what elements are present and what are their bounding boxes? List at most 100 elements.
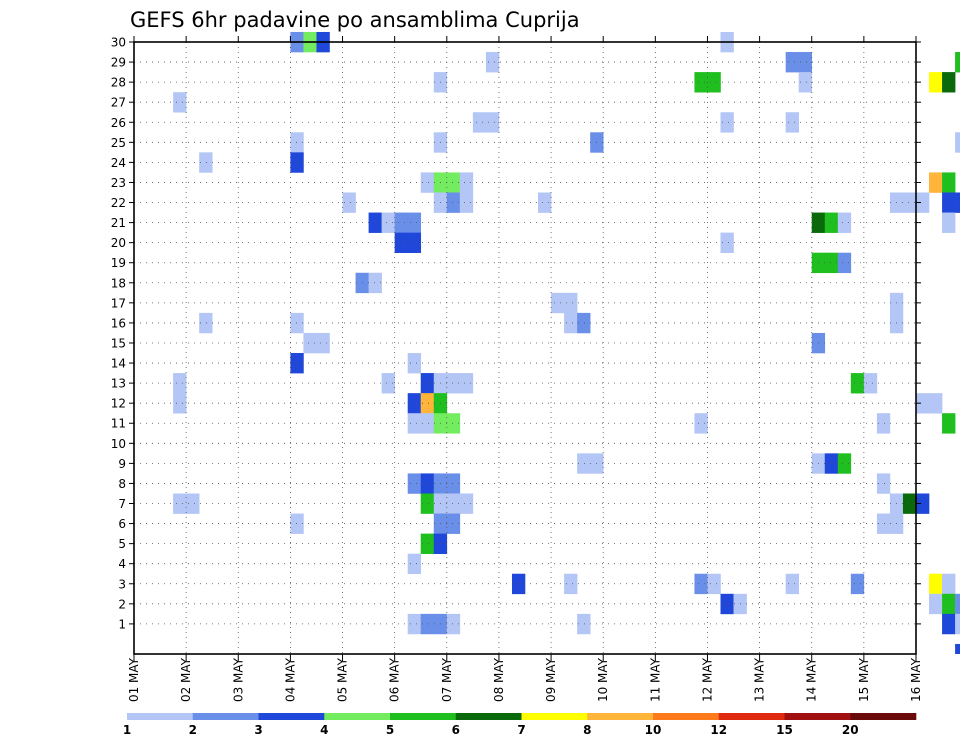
colorbar-label: 15	[776, 723, 793, 737]
heatmap-cell	[955, 132, 960, 153]
colorbar-label: 2	[189, 723, 197, 737]
colorbar-segment	[718, 713, 785, 720]
heatmap-cell	[798, 72, 813, 93]
heatmap-cell	[407, 553, 422, 575]
colorbar-label: 10	[645, 723, 662, 737]
heatmap-cell	[798, 52, 813, 73]
heatmap-cell	[446, 513, 461, 534]
heatmap-cell	[929, 72, 943, 93]
heatmap-cell	[824, 212, 839, 233]
colorbar-segment	[850, 713, 917, 720]
heatmap-cell	[824, 252, 839, 274]
heatmap-cell	[942, 192, 956, 213]
x-tick-label: 15 MAY	[857, 657, 871, 702]
heatmap-cell	[942, 172, 956, 193]
heatmap-cell	[694, 413, 708, 434]
y-tick-label: 29	[111, 56, 126, 70]
heatmap-cell	[694, 573, 708, 595]
colorbar-segment	[192, 713, 259, 720]
heatmap-cell	[316, 332, 330, 354]
heatmap-cell	[407, 212, 422, 233]
colorbar-segment	[258, 713, 325, 720]
heatmap-cell	[173, 373, 187, 394]
heatmap-cell	[290, 353, 304, 374]
y-tick-label: 6	[118, 517, 126, 531]
heatmap-cell	[407, 393, 422, 414]
heatmap-cell	[407, 232, 422, 253]
y-tick-label: 19	[111, 256, 126, 270]
heatmap-cell	[942, 413, 956, 434]
heatmap-cell	[863, 373, 878, 394]
heatmap-cell	[368, 212, 382, 233]
x-tick-label: 12 MAY	[700, 657, 714, 702]
heatmap-cell	[916, 393, 930, 414]
heatmap-cell	[694, 72, 708, 93]
x-tick-label: 07 MAY	[440, 657, 454, 702]
y-tick-label: 5	[118, 537, 126, 551]
heatmap-cell	[407, 413, 422, 434]
heatmap-cell	[420, 373, 435, 394]
heatmap-cell	[303, 332, 317, 354]
y-axis-ticks: 1234567891011121314151617181920212223242…	[111, 36, 921, 631]
heatmap-cell	[916, 192, 930, 213]
heatmap-cell	[916, 493, 930, 514]
heatmap-cell	[446, 373, 461, 394]
y-tick-label: 2	[118, 597, 126, 611]
heatmap-cell	[459, 493, 474, 514]
heatmap-cell	[850, 373, 865, 394]
y-tick-label: 13	[111, 377, 126, 391]
heatmap-cell	[577, 613, 591, 635]
heatmap-cell	[446, 493, 461, 514]
heatmap-cell	[955, 593, 960, 615]
heatmap-cell	[837, 212, 852, 233]
y-tick-label: 21	[111, 216, 126, 230]
y-tick-label: 28	[111, 76, 126, 90]
x-tick-label: 01 MAY	[127, 657, 141, 702]
colorbar-legend: 1 2 3 4 5 6 7 8 10 12 15 20	[123, 713, 917, 737]
y-tick-label: 12	[111, 397, 126, 411]
heatmap-cell	[381, 373, 395, 394]
y-tick-label: 4	[118, 557, 126, 571]
colorbar-segment	[455, 713, 522, 720]
heatmap-cell	[577, 312, 591, 334]
y-tick-label: 26	[111, 116, 126, 130]
heatmap-cell	[720, 232, 734, 253]
heatmap-cell	[824, 453, 839, 474]
y-tick-label: 3	[118, 577, 126, 591]
y-tick-label: 7	[118, 497, 126, 511]
heatmap-cell	[876, 413, 891, 434]
heatmap-cell	[420, 533, 435, 554]
heatmap-cell	[551, 292, 565, 314]
heatmap-cell	[785, 52, 799, 73]
heatmap-cell	[173, 92, 187, 113]
x-tick-label: 08 MAY	[492, 657, 506, 702]
chart-title: GEFS 6hr padavine po ansamblima Cuprija	[130, 8, 580, 32]
heatmap-cell	[929, 393, 943, 414]
heatmap-cell	[942, 593, 956, 615]
heatmap-cell	[459, 373, 474, 394]
heatmap-cell	[955, 52, 960, 73]
heatmap-cell	[420, 172, 435, 193]
heatmap-cell	[459, 172, 474, 193]
heatmap-cell	[420, 473, 435, 494]
heatmap-cell	[942, 72, 956, 93]
colorbar-label: 6	[452, 723, 460, 737]
colorbar-label: 12	[710, 723, 727, 737]
heatmap-cell	[290, 513, 304, 534]
heatmap-cell	[876, 473, 891, 494]
x-tick-label: 05 MAY	[336, 657, 350, 702]
grid-lines	[134, 41, 916, 654]
colorbar-label: 7	[517, 723, 525, 737]
heatmap-cell	[707, 72, 721, 93]
heatmap-cell	[199, 152, 213, 173]
heatmap-cells	[173, 31, 960, 654]
heatmap-cell	[929, 593, 943, 615]
y-tick-label: 16	[111, 316, 126, 330]
heatmap-cell	[446, 192, 461, 213]
heatmap-cell	[446, 172, 461, 193]
heatmap-cell	[564, 312, 578, 334]
y-tick-label: 23	[111, 176, 126, 190]
heatmap-cell	[342, 192, 356, 213]
heatmap-cell	[955, 192, 960, 213]
